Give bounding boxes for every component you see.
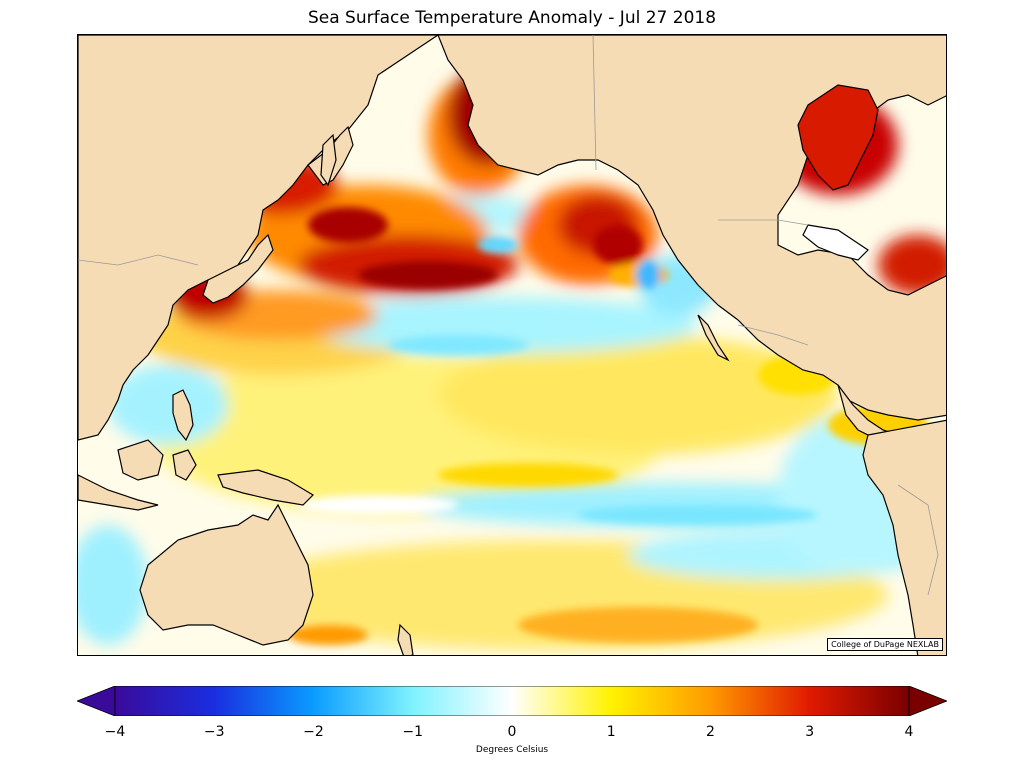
new-guinea — [217, 469, 314, 506]
japan — [202, 233, 274, 304]
sakhalin — [320, 133, 337, 187]
south-america-landmass — [862, 419, 946, 655]
colorbar-tick-label: −2 — [303, 724, 324, 740]
great-lakes — [802, 224, 869, 261]
hudson-bay — [797, 84, 879, 191]
philippines — [172, 389, 194, 442]
sumatra-java — [78, 474, 159, 511]
colorbar-label: Degrees Celsius — [475, 745, 549, 755]
colorbar-tick-label: −4 — [104, 724, 126, 740]
colorbar-tick-label: −1 — [402, 724, 424, 740]
borneo — [117, 439, 164, 481]
colorbar-tick-label: 4 — [904, 724, 914, 740]
new-zealand — [397, 623, 414, 655]
colorbar-tick-label: 1 — [606, 724, 616, 740]
map-canvas — [78, 35, 946, 655]
land-masses — [78, 35, 946, 655]
colorbar-tick-label: 3 — [805, 724, 815, 740]
colorbar-gradient — [114, 686, 910, 716]
colorbar-extend-high — [908, 686, 947, 716]
map-title: Sea Surface Temperature Anomaly - Jul 27… — [307, 8, 717, 28]
colorbar-tick-label: −3 — [203, 724, 225, 740]
country-borders — [78, 35, 939, 596]
colorbar-tick-label: 0 — [507, 724, 517, 740]
baja-california — [697, 314, 730, 362]
sst-anomaly-map: College of DuPage NEXLAB — [77, 34, 947, 656]
sulawesi — [172, 449, 197, 481]
australia — [139, 503, 314, 646]
credit-label: College of DuPage NEXLAB — [827, 638, 943, 651]
colorbar-extend-low — [77, 686, 116, 716]
colorbar-tick-label: 2 — [706, 724, 715, 740]
colorbar — [77, 686, 947, 716]
